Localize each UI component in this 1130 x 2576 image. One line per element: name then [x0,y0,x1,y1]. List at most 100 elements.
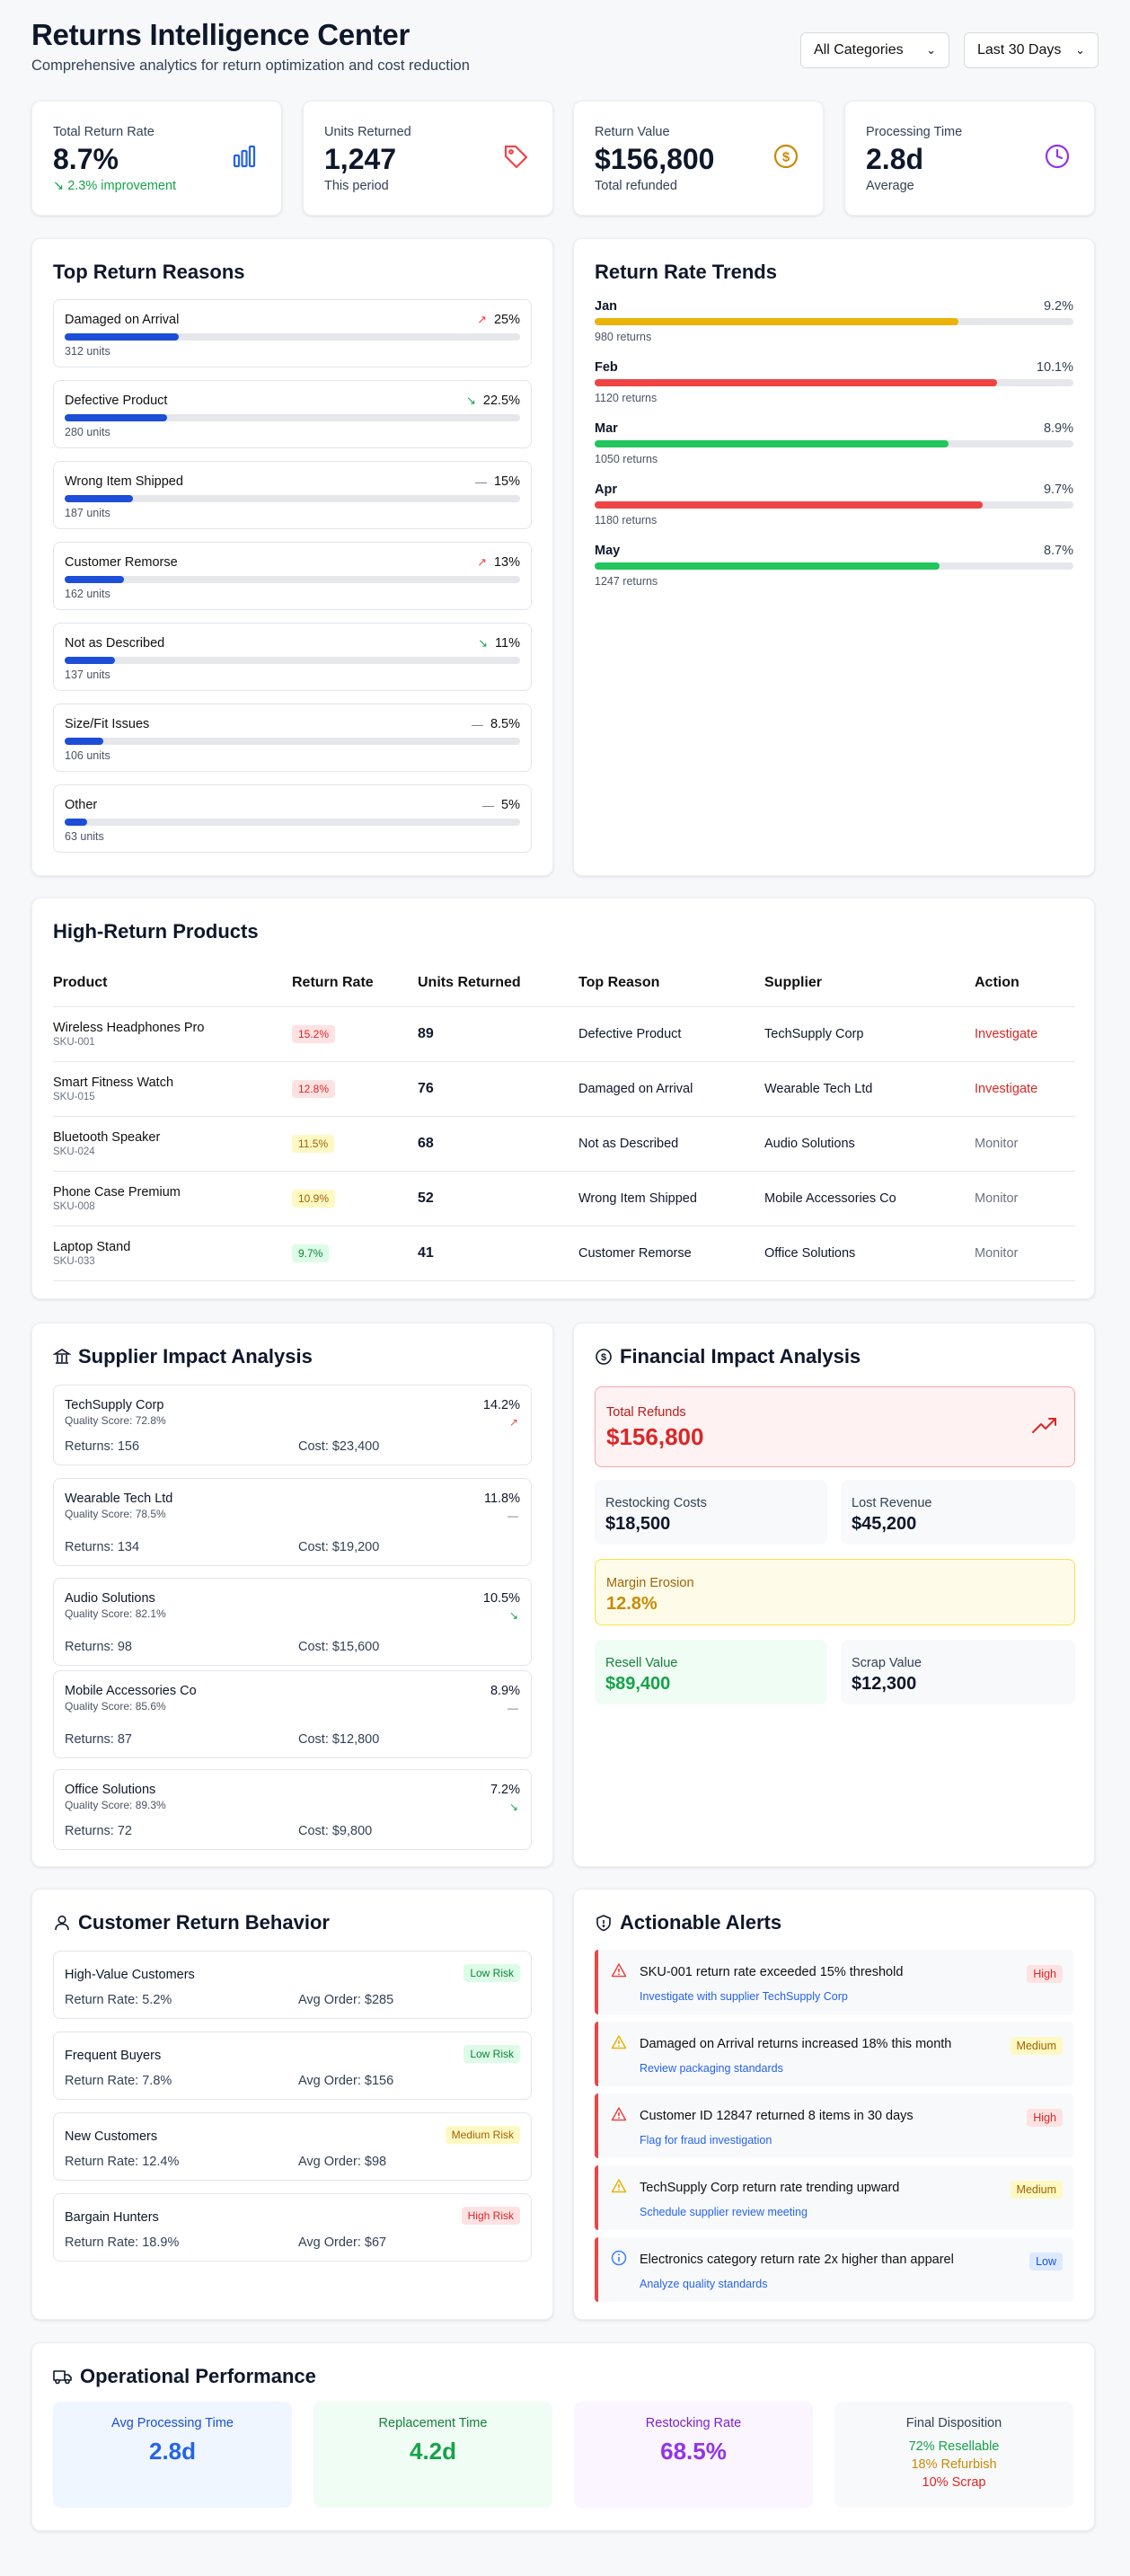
info-icon [611,2250,627,2266]
segment-name: New Customers [65,2129,158,2144]
supplier-cost: Cost: $23,400 [298,1439,380,1454]
top-reason: Customer Remorse [578,1226,764,1281]
alert-action-link[interactable]: Analyze quality standards [640,2278,768,2290]
progress-track [595,501,1073,509]
category-select[interactable]: All Categories ⌄ [800,32,949,68]
segment-avg-order: Avg Order: $285 [298,1993,394,2007]
rate-cell: 11.5% [292,1116,418,1172]
severity-badge: High [1027,1965,1063,1983]
product-name: Phone Case Premium [53,1184,181,1199]
table-row: Wireless Headphones Pro SKU-001 15.2% 89 Def… [53,1006,1075,1062]
top-reason: Wrong Item Shipped [578,1171,764,1226]
segment-name: High-Value Customers [65,1968,195,1982]
supplier-name: Mobile Accessories Co [764,1171,975,1226]
alert-text: SKU-001 return rate exceeded 15% thresho… [640,1965,904,1979]
actionable-alerts-card: Actionable Alerts SKU-001 return rate ex… [573,1889,1095,2320]
section-title-row: Actionable Alerts [595,1911,781,1934]
tile-value: 68.5% [660,2438,727,2465]
segment-return-rate: Return Rate: 7.8% [65,2074,172,2088]
supplier-returns: Returns: 156 [65,1439,140,1454]
reason-units: 280 units [65,426,110,438]
alert-item: Customer ID 12847 returned 8 items in 30… [595,2094,1073,2158]
investigate-link[interactable]: Investigate [975,1026,1038,1041]
column-header: Top Reason [578,960,764,1007]
investigate-link[interactable]: Investigate [975,1081,1038,1096]
column-header: Supplier [764,960,975,1007]
period-select[interactable]: Last 30 Days ⌄ [964,32,1099,68]
return-rate-badge: 11.5% [292,1134,335,1153]
trending-down-icon: ↘ [508,1801,518,1813]
tile-value: $12,300 [852,1674,917,1694]
tag-icon [504,145,528,169]
monitor-link[interactable]: Monitor [975,1191,1019,1206]
alert-triangle-icon [611,2107,627,2121]
reason-name: Customer Remorse [65,555,178,570]
segment-name: Bargain Hunters [65,2210,159,2225]
trending-down-icon: ↘ [508,1609,518,1622]
product-sku: SKU-001 [53,1036,95,1048]
supplier-return-rate: 7.2% [490,1783,520,1797]
stat-value: 1,247 [324,143,397,175]
trending-up-icon: ↗ [477,313,487,326]
tile-label: Restocking Costs [605,1496,707,1510]
reason-item: Damaged on Arrival ↗ 25% 312 units [53,299,532,367]
supplier-returns: Returns: 72 [65,1824,132,1838]
stat-value: 8.7% [53,143,119,175]
chevron-down-icon: ⌄ [1075,43,1085,57]
product-sku: SKU-024 [53,1146,95,1157]
risk-badge: Low Risk [463,2045,520,2063]
supplier-return-rate: 14.2% [482,1398,520,1412]
top-return-reasons-card: Top Return Reasons Damaged on Arrival ↗ 25… [31,238,553,876]
monitor-link[interactable]: Monitor [975,1245,1019,1261]
supplier-item: Mobile Accessories Co Quality Score: 85.6… [53,1670,532,1758]
page-title: Returns Intelligence Center [31,18,410,51]
stat-label: Total Return Rate [53,125,154,139]
trending-up-icon [1032,1418,1056,1433]
monitor-link[interactable]: Monitor [975,1136,1019,1151]
progress-track [65,819,520,826]
alert-action-link[interactable]: Flag for fraud investigation [640,2134,772,2147]
minus-icon: — [474,474,487,489]
product-cell: Bluetooth Speaker SKU-024 [53,1116,292,1172]
supplier-return-rate: 11.8% [483,1492,520,1506]
progress-fill [595,379,997,386]
rate-cell: 10.9% [292,1171,418,1226]
table-row: Smart Fitness Watch SKU-015 12.8% 76 Damaged… [53,1061,1075,1117]
behavior-item: Frequent Buyers Low Risk Return Rate: 7.8%… [53,2032,532,2100]
trend-month: Mar [595,421,618,436]
reason-percent: 25% [493,313,520,327]
stat-card-units-returned: Units Returned 1,247 This period [303,101,553,216]
stat-card-return-value: Return Value $156,800 Total refunded $ [573,101,824,216]
supplier-return-rate: 10.5% [482,1591,520,1606]
top-reason: Not as Described [578,1116,764,1172]
reason-name: Not as Described [65,636,165,651]
section-title: Actionable Alerts [620,1911,782,1934]
alert-action-link[interactable]: Review packaging standards [640,2062,783,2075]
tile-value: 12.8% [606,1594,658,1614]
alert-action-link[interactable]: Investigate with supplier TechSupply Cor… [640,1990,848,2003]
progress-fill [65,819,88,826]
table-row: Bluetooth Speaker SKU-024 11.5% 68 Not as De… [53,1116,1075,1172]
category-select-value: All Categories [814,42,904,58]
tile-value: $18,500 [605,1514,671,1534]
tile-label: Restocking Rate [645,2416,742,2430]
reason-name: Size/Fit Issues [65,717,150,731]
quality-score: Quality Score: 85.6% [65,1700,166,1713]
progress-fill [65,576,124,583]
trend-rate: 10.1% [1036,360,1073,375]
supplier-name: TechSupply Corp [764,1006,975,1062]
alert-action-link[interactable]: Schedule supplier review meeting [640,2206,808,2218]
stat-sub: Total refunded [595,179,677,193]
trend-month: Jan [595,299,617,314]
return-rate-badge: 9.7% [292,1244,330,1262]
trend-rate: 8.9% [1043,421,1073,436]
product-name: Bluetooth Speaker [53,1129,161,1145]
trend-returns: 1180 returns [595,514,658,527]
progress-fill [595,562,940,570]
product-cell: Wireless Headphones Pro SKU-001 [53,1006,292,1062]
trending-up-icon: ↗ [477,555,487,569]
stat-sub: ↘ 2.3% improvement [53,179,176,193]
severity-badge: Medium [1010,2181,1063,2199]
alert-item: Electronics category return rate 2x high… [595,2237,1073,2302]
progress-track [595,562,1073,570]
